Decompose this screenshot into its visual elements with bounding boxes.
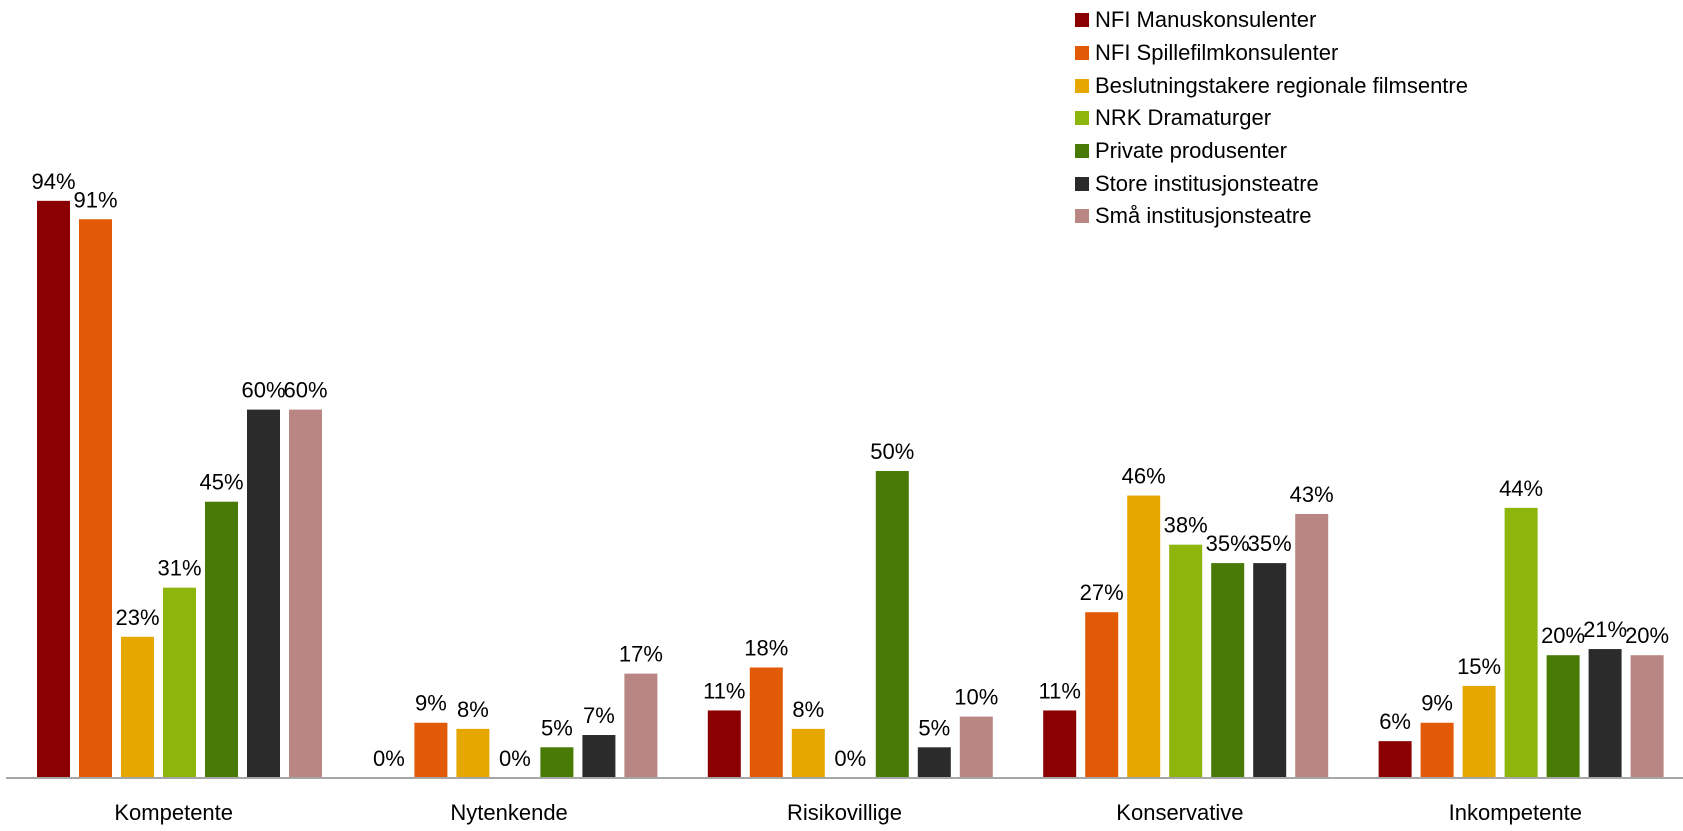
data-label-2-6: 10% <box>954 685 998 710</box>
x-tick-label-4: Inkompetente <box>1449 800 1582 825</box>
data-label-3-2: 46% <box>1122 464 1166 489</box>
legend-item-2: Beslutningstakere regionale filmsentre <box>1075 69 1468 102</box>
legend-item-4: Private produsenter <box>1075 135 1468 168</box>
bar-0-3 <box>163 587 196 778</box>
bar-2-5 <box>917 747 951 778</box>
bar-4-5 <box>1588 649 1622 778</box>
bar-1-4 <box>540 747 574 778</box>
legend-swatch-1 <box>1075 46 1089 61</box>
bar-0-5 <box>247 409 280 778</box>
data-label-3-0: 11% <box>1038 678 1080 703</box>
data-label-2-5: 5% <box>918 715 950 740</box>
bar-2-4 <box>875 471 909 778</box>
bar-0-2 <box>121 636 154 778</box>
data-label-2-4: 50% <box>870 439 914 464</box>
data-label-4-1: 9% <box>1421 691 1453 716</box>
bar-1-5 <box>582 735 616 778</box>
data-label-1-0: 0% <box>373 746 405 771</box>
bar-3-3 <box>1169 544 1203 778</box>
data-label-4-6: 20% <box>1625 623 1669 648</box>
legend-item-1: NFI Spillefilmkonsulenter <box>1075 37 1468 70</box>
bar-4-3 <box>1504 507 1538 778</box>
bar-1-6 <box>624 673 658 778</box>
data-label-0-2: 23% <box>115 605 159 630</box>
legend-item-3: NRK Dramaturger <box>1075 102 1468 135</box>
data-label-3-6: 43% <box>1290 482 1334 507</box>
data-label-2-3: 0% <box>834 746 866 771</box>
bar-1-2 <box>456 728 490 778</box>
data-label-2-0: 11% <box>703 678 745 703</box>
x-tick-labels-layer: Kompetente Nytenkende Risikovillige Konserv… <box>114 800 1582 825</box>
legend-label-1: NFI Spillefilmkonsulenter <box>1095 40 1339 66</box>
data-label-2-1: 18% <box>744 635 788 660</box>
bar-4-2 <box>1462 685 1496 778</box>
data-label-0-4: 45% <box>199 470 243 495</box>
bar-3-2 <box>1127 495 1161 778</box>
legend-swatch-3 <box>1075 111 1089 126</box>
data-label-4-0: 6% <box>1379 709 1411 734</box>
data-label-1-5: 7% <box>583 703 615 728</box>
data-labels-layer: 94%91% 23% 31% 45% 60%60% 0% 9% 8% 0% 5% 7% 17% 11% 1… <box>31 169 1669 771</box>
data-label-3-3: 38% <box>1164 513 1208 538</box>
legend-item-5: Store institusjonsteatre <box>1075 167 1468 200</box>
data-label-0-5: 60% <box>241 378 285 403</box>
legend-label-4: Private produsenter <box>1095 138 1287 164</box>
data-label-0-0: 94% <box>31 169 75 194</box>
bar-4-4 <box>1546 655 1580 778</box>
legend-swatch-4 <box>1075 144 1089 159</box>
data-label-1-2: 8% <box>457 697 489 722</box>
data-label-3-1: 27% <box>1080 580 1124 605</box>
legend-item-6: Små institusjonsteatre <box>1075 200 1468 233</box>
legend-swatch-0 <box>1075 13 1089 28</box>
legend-swatch-2 <box>1075 78 1089 93</box>
x-tick-label-1: Nytenkende <box>450 800 567 825</box>
x-tick-label-2: Risikovillige <box>787 800 902 825</box>
bar-4-6 <box>1630 655 1664 778</box>
x-tick-label-3: Konservative <box>1116 800 1243 825</box>
data-label-0-6: 60% <box>283 378 327 403</box>
bar-0-6 <box>289 409 322 778</box>
data-label-0-1: 91% <box>73 187 117 212</box>
data-label-2-2: 8% <box>792 697 824 722</box>
data-label-1-1: 9% <box>415 691 447 716</box>
x-tick-label-0: Kompetente <box>114 800 233 825</box>
bar-4-1 <box>1420 722 1454 778</box>
bar-1-1 <box>414 722 448 778</box>
data-label-1-3: 0% <box>499 746 531 771</box>
bar-3-1 <box>1085 612 1119 778</box>
legend: NFI Manuskonsulenter NFI Spillefilmkonsul… <box>1075 4 1468 233</box>
bar-0-4 <box>205 501 238 778</box>
bar-3-0 <box>1043 710 1077 778</box>
bar-2-6 <box>959 716 993 778</box>
bar-2-0 <box>707 710 741 778</box>
legend-swatch-6 <box>1075 209 1089 224</box>
bar-4-0 <box>1378 741 1412 778</box>
bar-0-0 <box>37 200 70 779</box>
bar-0-1 <box>79 219 112 778</box>
data-label-3-4: 35% <box>1206 531 1250 556</box>
bar-3-4 <box>1211 563 1245 778</box>
data-label-0-3: 31% <box>157 556 201 581</box>
bar-2-1 <box>749 667 783 778</box>
legend-swatch-5 <box>1075 176 1089 191</box>
legend-label-0: NFI Manuskonsulenter <box>1095 7 1317 33</box>
bar-2-2 <box>791 728 825 778</box>
data-label-4-2: 15% <box>1457 654 1501 679</box>
data-label-4-4: 20% <box>1541 623 1585 648</box>
legend-label-6: Små institusjonsteatre <box>1095 203 1312 229</box>
bar-3-5 <box>1253 563 1287 778</box>
data-label-4-5: 21% <box>1583 617 1627 642</box>
legend-label-5: Store institusjonsteatre <box>1095 170 1319 196</box>
bars-layer <box>37 200 1664 779</box>
legend-label-2: Beslutningstakere regionale filmsentre <box>1095 72 1468 98</box>
data-label-4-3: 44% <box>1499 476 1543 501</box>
data-label-1-4: 5% <box>541 715 573 740</box>
legend-label-3: NRK Dramaturger <box>1095 105 1272 131</box>
data-label-3-5: 35% <box>1248 531 1292 556</box>
legend-item-0: NFI Manuskonsulenter <box>1075 4 1468 37</box>
bar-3-6 <box>1295 513 1329 778</box>
data-label-1-6: 17% <box>619 642 663 667</box>
